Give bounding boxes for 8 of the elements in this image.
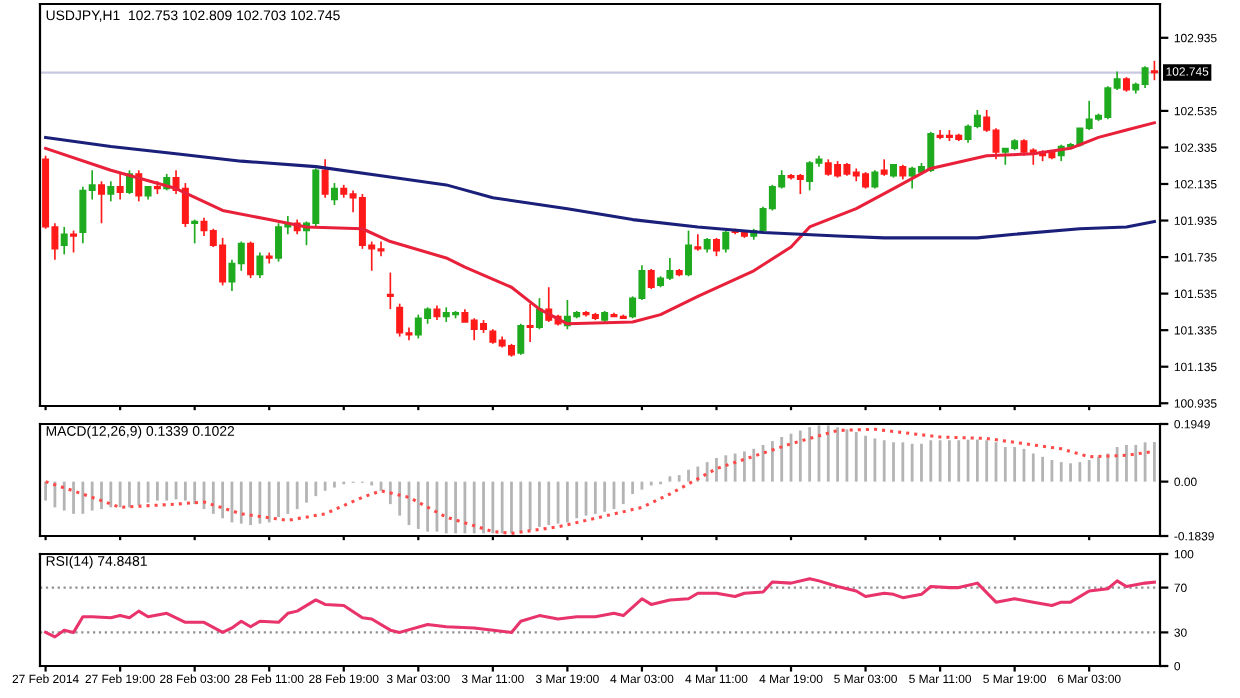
- line-series: [44, 577, 1156, 639]
- line-series: [44, 121, 1156, 326]
- candlestick: [98, 180, 105, 225]
- candlestick: [694, 233, 702, 252]
- candlestick: [265, 251, 273, 265]
- line-series: [44, 135, 1156, 240]
- line-series: [44, 427, 1156, 535]
- candlestick: [1150, 59, 1158, 82]
